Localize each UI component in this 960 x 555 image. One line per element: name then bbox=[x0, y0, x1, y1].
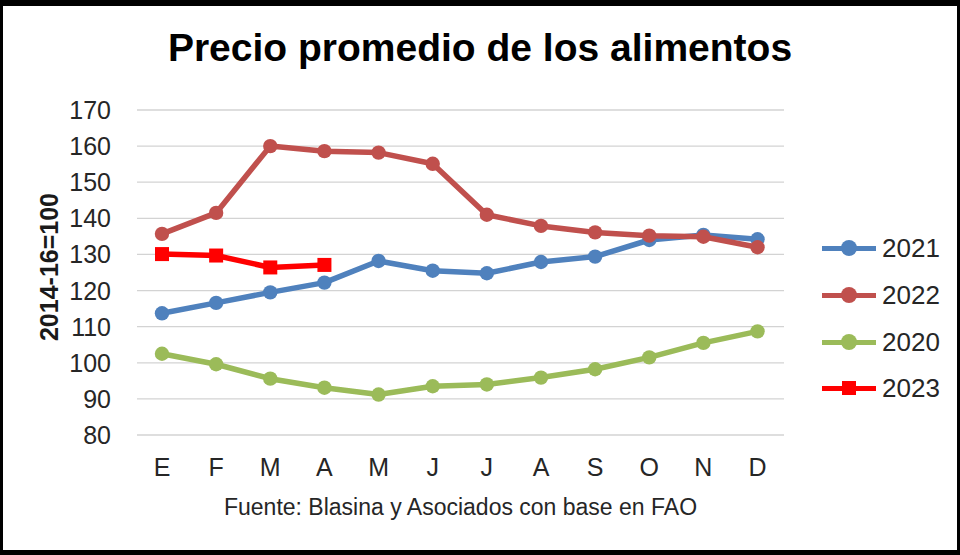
x-tick-label: J bbox=[481, 453, 494, 481]
marker-2022 bbox=[534, 219, 548, 233]
marker-2022 bbox=[696, 230, 710, 244]
legend-item-2021: 2021 bbox=[822, 233, 940, 263]
y-tick-label: 140 bbox=[69, 204, 111, 232]
x-tick-label: O bbox=[640, 453, 659, 481]
marker-2021 bbox=[317, 275, 331, 289]
marker-2020 bbox=[642, 350, 656, 364]
source-caption: Fuente: Blasina y Asociados con base en … bbox=[0, 494, 921, 521]
marker-2022 bbox=[480, 208, 494, 222]
x-tick-label: F bbox=[208, 453, 223, 481]
y-tick-label: 90 bbox=[83, 385, 111, 413]
marker-2020 bbox=[588, 362, 602, 376]
marker-2022 bbox=[317, 144, 331, 158]
legend-marker-2021-icon bbox=[822, 233, 876, 263]
marker-2022 bbox=[209, 206, 223, 220]
legend-item-2020: 2020 bbox=[822, 327, 940, 357]
marker-2022 bbox=[642, 228, 656, 242]
marker-2023 bbox=[317, 258, 331, 272]
x-tick-label: E bbox=[154, 453, 171, 481]
marker-2021 bbox=[209, 296, 223, 310]
marker-2022 bbox=[155, 227, 169, 241]
legend-marker-2022-icon bbox=[822, 280, 876, 310]
plot-area: 170 160 150 140 130 120 110 100 90 80 E F M A M J J A S O N D bbox=[0, 0, 960, 555]
marker-2020 bbox=[750, 324, 764, 338]
y-tick-label: 130 bbox=[69, 240, 111, 268]
marker-2020 bbox=[155, 347, 169, 361]
marker-2020 bbox=[534, 370, 548, 384]
legend-label-2023: 2023 bbox=[882, 373, 940, 404]
x-tick-label: A bbox=[316, 453, 333, 481]
marker-2022 bbox=[263, 139, 277, 153]
marker-2021 bbox=[371, 254, 385, 268]
marker-2021 bbox=[534, 255, 548, 269]
marker-2022 bbox=[426, 157, 440, 171]
marker-2020 bbox=[371, 387, 385, 401]
series-line-2022 bbox=[162, 146, 758, 247]
x-tick-label: D bbox=[749, 453, 767, 481]
x-tick-label: N bbox=[694, 453, 712, 481]
y-tick-label: 80 bbox=[83, 421, 111, 449]
marker-2021 bbox=[263, 285, 277, 299]
legend-marker-2020-icon bbox=[822, 327, 876, 357]
marker-2023 bbox=[155, 247, 169, 261]
marker-2022 bbox=[588, 225, 602, 239]
x-tick-label: S bbox=[587, 453, 604, 481]
marker-2023 bbox=[209, 249, 223, 263]
legend-label-2021: 2021 bbox=[882, 233, 940, 264]
marker-2022 bbox=[371, 145, 385, 159]
marker-2021 bbox=[480, 266, 494, 280]
legend-item-2023: 2023 bbox=[822, 373, 940, 403]
legend-label-2020: 2020 bbox=[882, 327, 940, 358]
legend-marker-2023-icon bbox=[822, 373, 876, 403]
y-tick-label: 170 bbox=[69, 96, 111, 124]
marker-2020 bbox=[317, 380, 331, 394]
marker-2020 bbox=[426, 379, 440, 393]
y-tick-label: 120 bbox=[69, 277, 111, 305]
x-tick-label: A bbox=[533, 453, 550, 481]
legend-label-2022: 2022 bbox=[882, 280, 940, 311]
marker-2020 bbox=[480, 377, 494, 391]
marker-2021 bbox=[588, 249, 602, 263]
marker-2020 bbox=[209, 357, 223, 371]
marker-2020 bbox=[696, 336, 710, 350]
marker-2021 bbox=[426, 263, 440, 277]
x-tick-label: J bbox=[426, 453, 439, 481]
series-line-2023 bbox=[162, 254, 324, 267]
marker-2021 bbox=[155, 306, 169, 320]
x-tick-label: M bbox=[368, 453, 389, 481]
marker-2023 bbox=[263, 260, 277, 274]
y-tick-label: 100 bbox=[69, 349, 111, 377]
x-tick-label: M bbox=[260, 453, 281, 481]
marker-2022 bbox=[750, 240, 764, 254]
y-tick-label: 160 bbox=[69, 132, 111, 160]
y-tick-label: 150 bbox=[69, 168, 111, 196]
series-line-2021 bbox=[162, 235, 758, 313]
chart-frame: Precio promedio de los alimentos 2014-16… bbox=[0, 0, 960, 555]
legend-item-2022: 2022 bbox=[822, 280, 940, 310]
y-tick-label: 110 bbox=[71, 313, 111, 341]
marker-2020 bbox=[263, 371, 277, 385]
